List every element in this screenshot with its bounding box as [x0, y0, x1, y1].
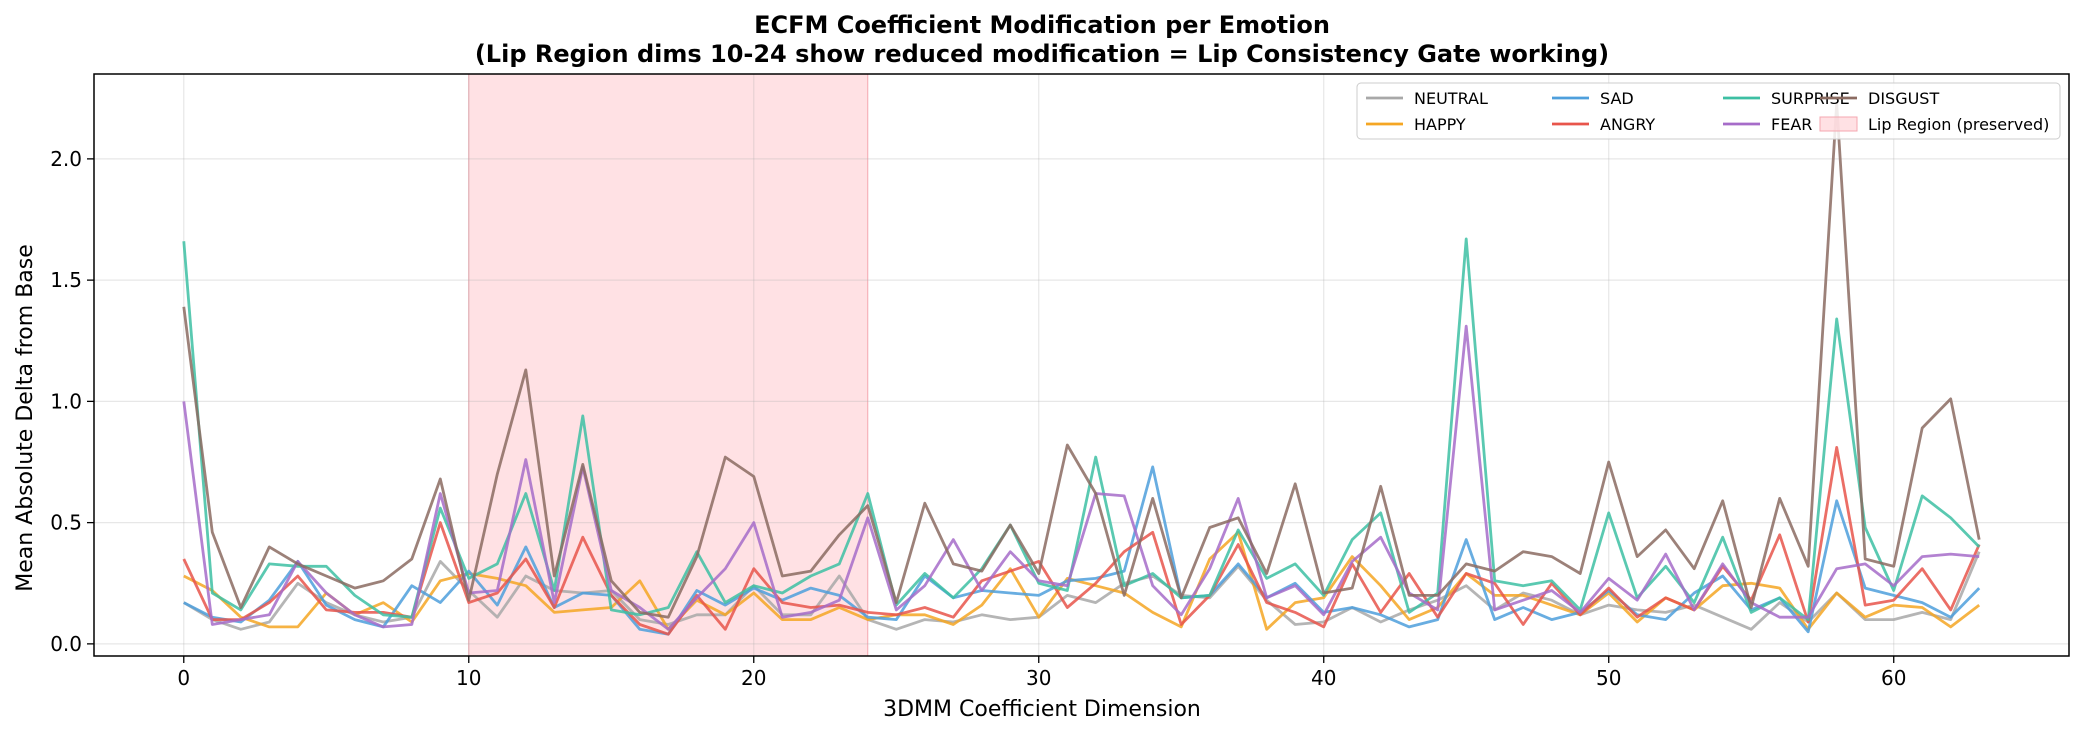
y-axis-label: Mean Absolute Delta from Base: [13, 244, 38, 592]
series-line-disgust: [182, 101, 1981, 619]
legend-box: [1356, 82, 2061, 140]
legend-swatch: [1819, 116, 1858, 132]
series-line-angry: [182, 445, 1981, 636]
y-tick-label: 1.0: [50, 389, 82, 413]
x-axis-label: 3DMM Coefficient Dimension: [883, 697, 1201, 722]
legend-label: SAD: [1600, 89, 1634, 108]
x-tick-label: 10: [456, 666, 481, 690]
axes-frame: [93, 73, 2070, 657]
legend-label: Lip Region (preserved): [1868, 115, 2049, 134]
series-line-sad: [183, 465, 1981, 636]
x-tick-label: 40: [1311, 666, 1336, 690]
legend-label: HAPPY: [1414, 115, 1466, 134]
y-tick-label: 0.0: [50, 632, 82, 656]
legend-label: FEAR: [1771, 115, 1812, 134]
legend: NEUTRAL HAPPY SAD ANGRY SURPRISE FEAR DISGUST L…: [1356, 82, 2061, 140]
series-line-neutral: [183, 551, 1981, 631]
x-tick-label: 50: [1596, 666, 1621, 690]
x-tick-label: 20: [741, 666, 766, 690]
legend-label: ANGRY: [1600, 115, 1655, 134]
chart-subtitle: (Lip Region dims 10-24 show reduced modi…: [475, 40, 1609, 68]
x-tick-label: 30: [1026, 666, 1051, 690]
y-tick-label: 1.5: [50, 268, 82, 292]
legend-label: NEUTRAL: [1414, 89, 1488, 108]
x-tick-label: 60: [1881, 666, 1906, 690]
y-tick-label: 0.5: [50, 511, 82, 535]
series-line-fear: [182, 324, 1980, 631]
lip-region-span: [468, 73, 869, 657]
x-tick-label: 0: [177, 666, 190, 690]
legend-label: SURPRISE: [1771, 89, 1850, 108]
plot-area: 0 10 20 30 40 50 60 0.0 0.5 1.0 1.5 2.0: [50, 73, 2070, 690]
chart-title: ECFM Coefficient Modification per Emotio…: [754, 11, 1330, 39]
legend-label: DISGUST: [1868, 89, 1939, 108]
y-tick-label: 2.0: [50, 147, 82, 171]
